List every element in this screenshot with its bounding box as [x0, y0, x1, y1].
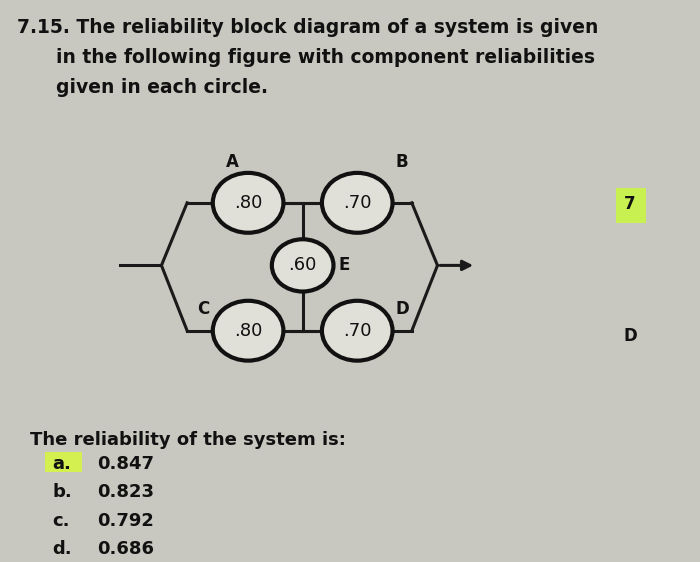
Text: 0.823: 0.823 [97, 483, 154, 501]
Text: D: D [623, 327, 637, 345]
Circle shape [322, 173, 393, 233]
Text: B: B [396, 153, 409, 171]
Text: .60: .60 [288, 256, 317, 274]
Text: 0.847: 0.847 [97, 455, 154, 473]
Text: D: D [395, 300, 409, 318]
Circle shape [322, 301, 393, 361]
Text: given in each circle.: given in each circle. [17, 78, 268, 97]
Text: 0.686: 0.686 [97, 540, 154, 558]
Text: b.: b. [52, 483, 72, 501]
FancyBboxPatch shape [616, 188, 648, 223]
Text: 7.15. The reliability block diagram of a system is given: 7.15. The reliability block diagram of a… [17, 18, 598, 37]
Circle shape [213, 173, 284, 233]
Text: d.: d. [52, 540, 72, 558]
Text: c.: c. [52, 511, 70, 529]
Text: .80: .80 [234, 321, 262, 339]
Text: The reliability of the system is:: The reliability of the system is: [30, 432, 346, 450]
Circle shape [272, 239, 333, 292]
Text: a.: a. [52, 455, 71, 473]
Text: in the following figure with component reliabilities: in the following figure with component r… [17, 48, 595, 67]
Text: 7: 7 [624, 195, 636, 213]
Text: A: A [225, 153, 239, 171]
Text: 0.792: 0.792 [97, 511, 154, 529]
Text: C: C [197, 300, 209, 318]
Text: .80: .80 [234, 194, 262, 212]
Text: .70: .70 [343, 321, 372, 339]
Text: E: E [339, 256, 350, 274]
FancyBboxPatch shape [45, 451, 83, 472]
Text: .70: .70 [343, 194, 372, 212]
Circle shape [213, 301, 284, 361]
